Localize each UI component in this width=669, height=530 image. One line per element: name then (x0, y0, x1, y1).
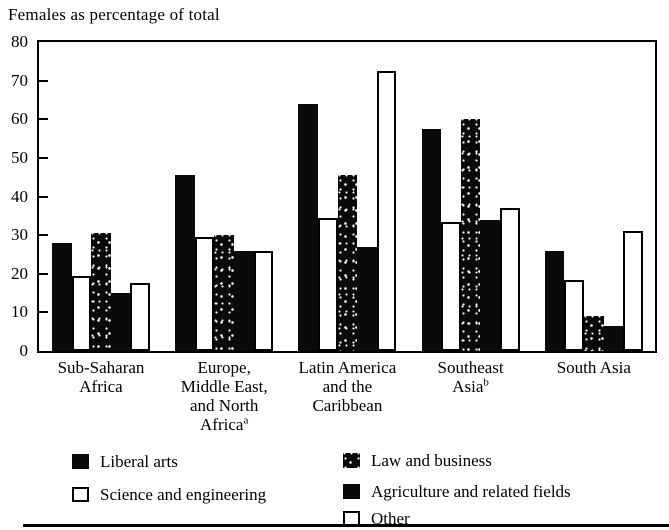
bar-latin-america-and-the-caribbean-agriculture-and-related-fields (357, 246, 377, 351)
bar-group-sub-saharan-africa (52, 42, 150, 351)
legend-label-other: Other (371, 508, 410, 528)
bar-sub-saharan-africa-other (130, 283, 150, 351)
x-axis-label-superscript: a (243, 414, 249, 427)
bar-southeast-asia-liberal-arts (421, 128, 442, 351)
x-axis-label-text: Sub-Saharan Africa (57, 358, 145, 396)
bar-europe-middle-east-and-north-africa-other (253, 250, 274, 351)
legend-swatch-law-and-business (343, 453, 360, 468)
x-axis-label-text: Southeast Asia (437, 358, 504, 396)
legend-label-liberal-arts: Liberal arts (100, 451, 178, 471)
x-axis-label-sub-saharan-africa: Sub-Saharan Africa (26, 358, 176, 396)
x-axis-label-southeast-asia: Southeast Asiab (396, 358, 546, 396)
y-axis-label-50: 50 (11, 147, 28, 167)
bar-latin-america-and-the-caribbean-other (376, 70, 397, 351)
y-axis-label-20: 20 (11, 263, 28, 283)
bar-group-south-asia (544, 42, 643, 351)
bar-sub-saharan-africa-liberal-arts (52, 242, 72, 351)
y-axis-labels: 0 10 20 30 40 50 60 70 80 (0, 33, 28, 360)
y-axis-label-40: 40 (11, 186, 28, 206)
y-tick-40 (39, 195, 48, 198)
chart-title: Females as percentage of total (8, 5, 220, 24)
bottom-rule (23, 524, 669, 527)
legend-swatch-agriculture-and-related-fields (343, 484, 360, 499)
y-tick-20 (39, 272, 48, 275)
y-axis-label-30: 30 (11, 225, 28, 245)
legend-item-law-and-business: Law and business (343, 450, 492, 470)
legend-label-agriculture-and-related-fields: Agriculture and related fields (371, 481, 571, 501)
y-axis-label-70: 70 (11, 70, 28, 90)
bar-europe-middle-east-and-north-africa-agriculture-and-related-fields (233, 250, 254, 351)
bar-latin-america-and-the-caribbean-liberal-arts (298, 103, 318, 351)
bar-south-asia-law-and-business (583, 316, 604, 351)
legend-swatch-science-and-engineering (72, 487, 89, 502)
bar-latin-america-and-the-caribbean-science-and-engineering (317, 217, 338, 351)
y-axis-label-10: 10 (11, 302, 28, 322)
x-axis-label-text: Europe, Middle East, and North Africa (180, 358, 268, 434)
x-axis-label-superscript: b (483, 376, 489, 389)
x-axis-label-text: Latin America and the Caribbean (298, 358, 397, 415)
y-tick-30 (39, 234, 48, 237)
x-axis-label-text: South Asia (556, 358, 631, 377)
bar-south-asia-agriculture-and-related-fields (603, 325, 624, 351)
y-tick-10 (39, 311, 48, 314)
legend-label-science-and-engineering: Science and engineering (100, 484, 267, 504)
bar-group-southeast-asia (421, 42, 520, 351)
bar-southeast-asia-law-and-business (460, 119, 481, 351)
bar-group-latin-america-and-the-caribbean (298, 42, 397, 351)
y-tick-70 (39, 79, 48, 82)
bar-europe-middle-east-and-north-africa-liberal-arts (175, 175, 195, 351)
legend-item-liberal-arts: Liberal arts (72, 451, 178, 471)
bar-south-asia-other (623, 231, 643, 351)
bar-europe-middle-east-and-north-africa-science-and-engineering (194, 237, 215, 351)
x-axis-label-europe-middle-east-and-north-africa: Europe, Middle East, and North Africaa (149, 358, 299, 434)
bar-sub-saharan-africa-agriculture-and-related-fields (110, 293, 131, 351)
y-axis-label-80: 80 (11, 32, 28, 51)
legend-item-science-and-engineering: Science and engineering (72, 484, 267, 504)
bar-europe-middle-east-and-north-africa-law-and-business (214, 235, 234, 351)
x-axis-label-south-asia: South Asia (519, 358, 669, 377)
y-axis-label-0: 0 (19, 341, 29, 360)
bar-southeast-asia-other (499, 208, 520, 351)
bar-south-asia-science-and-engineering (564, 279, 584, 351)
y-tick-60 (39, 118, 48, 121)
y-axis-label-60: 60 (11, 109, 28, 129)
legend-label-law-and-business: Law and business (371, 450, 492, 470)
legend-swatch-liberal-arts (72, 454, 89, 469)
bar-southeast-asia-science-and-engineering (441, 221, 461, 351)
bar-sub-saharan-africa-science-and-engineering (71, 275, 92, 351)
bar-group-europe-middle-east-and-north-africa (175, 42, 274, 351)
plot-area (37, 40, 657, 353)
y-tick-50 (39, 156, 48, 159)
bar-sub-saharan-africa-law-and-business (91, 233, 111, 351)
legend-item-agriculture-and-related-fields: Agriculture and related fields (343, 481, 571, 501)
bar-latin-america-and-the-caribbean-law-and-business (337, 175, 358, 351)
x-axis-label-latin-america-and-the-caribbean: Latin America and the Caribbean (272, 358, 422, 415)
bar-southeast-asia-agriculture-and-related-fields (480, 219, 500, 351)
bar-south-asia-liberal-arts (544, 250, 565, 351)
